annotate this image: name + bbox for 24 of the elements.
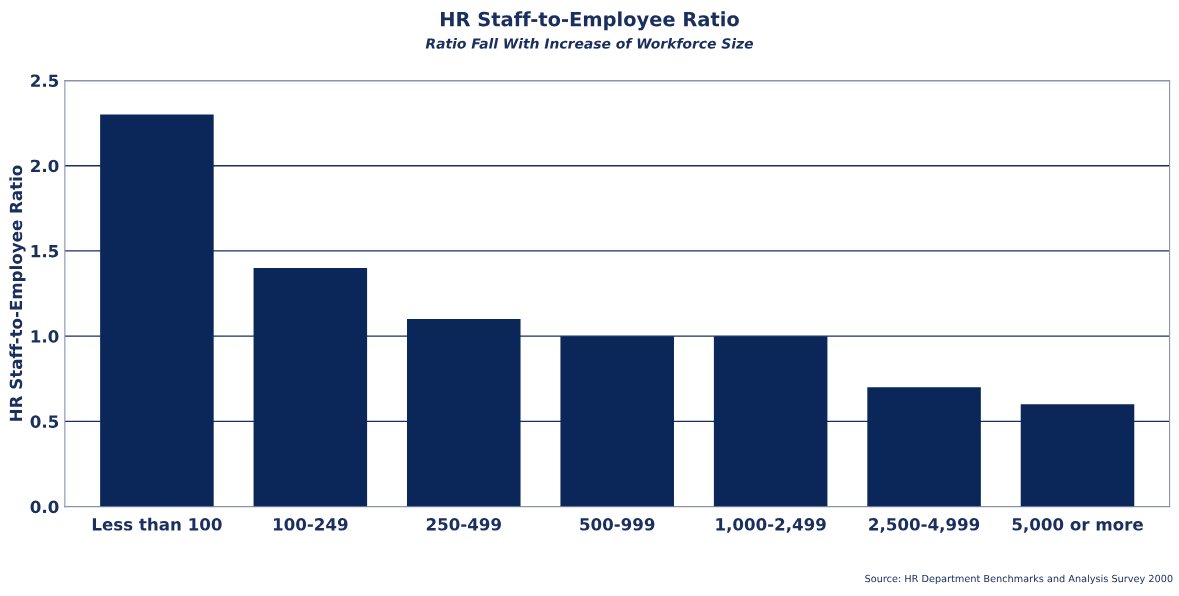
x-tick-label: 250-499 [426,518,501,531]
bar [560,336,674,507]
y-tick-label: 0.0 [30,500,59,514]
x-tick-label: 1,000-2,499 [716,518,826,533]
bar [100,114,214,507]
x-tick-label: 500-999 [580,518,655,531]
x-tick-label: 5,000 or more [1012,518,1143,533]
bar [867,387,981,507]
chart-subtitle: Ratio Fall With Increase of Workforce Size [425,37,754,49]
y-tick-label: 1.0 [31,330,59,343]
chart-title: HR Staff-to-Employee Ratio [441,11,739,31]
bar [407,319,521,507]
y-tick-label: 2.0 [31,159,59,173]
bar [1020,404,1135,507]
x-tick-label: 100-249 [273,518,348,531]
bar [253,267,368,507]
y-tick-label: 1.5 [31,245,59,258]
x-tick-label: 2,500-4,999 [869,518,980,533]
y-axis-title: HR Staff-to-Employee Ratio [9,165,26,421]
source-note: Source: HR Department Benchmarks and Analysis Survey 2000 [865,574,1173,585]
y-tick-label: 2.5 [31,74,59,88]
bar [713,336,828,507]
x-tick-label: Less than 100 [92,517,222,531]
y-tick-label: 0.5 [30,415,59,428]
